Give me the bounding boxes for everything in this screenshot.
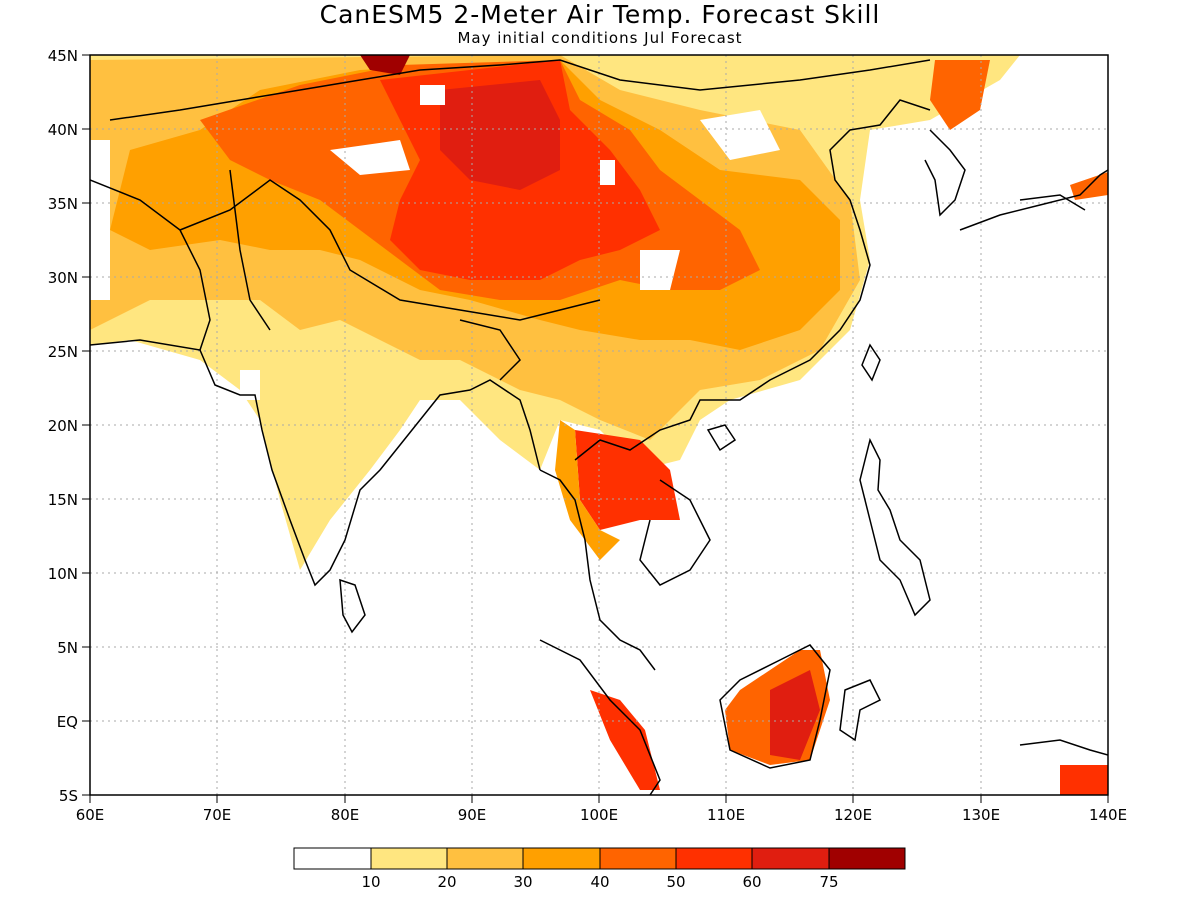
tick-marks (82, 54, 1109, 803)
lon-tick-label: 140E (1089, 806, 1127, 824)
colorbar: 10 20 30 40 50 60 75 (293, 847, 906, 891)
colorbar-swatch (446, 847, 524, 870)
shade-indochina (575, 430, 680, 530)
chart-title: CanESM5 2-Meter Air Temp. Forecast Skill (319, 0, 881, 29)
shade-60-75 (440, 80, 560, 190)
lat-tick-label: EQ (57, 713, 78, 731)
colorbar-label: 30 (513, 873, 532, 891)
colorbar-swatch (599, 847, 677, 870)
shade-korea (930, 60, 990, 130)
colorbar-label: 20 (437, 873, 456, 891)
chart-subtitle: May initial conditions Jul Forecast (457, 29, 743, 47)
colorbar-label: 40 (590, 873, 609, 891)
lon-tick-label: 100E (580, 806, 618, 824)
lon-tick-labels: 60E 70E 80E 90E 100E 110E 120E 130E 140E (76, 806, 1127, 824)
lat-tick-label: 35N (48, 195, 78, 213)
lat-tick-label: 30N (48, 269, 78, 287)
colorbar-label: 60 (742, 873, 761, 891)
lon-tick-label: 60E (76, 806, 105, 824)
lon-tick-label: 120E (834, 806, 872, 824)
shade-75-plus (360, 55, 410, 75)
coastlines (90, 59, 1108, 795)
lat-tick-label: 40N (48, 121, 78, 139)
lon-tick-label: 130E (962, 806, 1000, 824)
lat-tick-label: 5S (59, 787, 78, 805)
colorbar-swatch (370, 847, 448, 870)
lat-tick-label: 10N (48, 565, 78, 583)
lat-tick-label: 15N (48, 491, 78, 509)
colorbar-swatch (828, 847, 906, 870)
shade-sumatra (590, 690, 660, 790)
lon-tick-label: 70E (203, 806, 232, 824)
lon-tick-label: 90E (458, 806, 487, 824)
lat-tick-label: 5N (57, 639, 78, 657)
shade-newguinea (1060, 765, 1108, 795)
colorbar-swatch (522, 847, 601, 870)
lat-tick-label: 25N (48, 343, 78, 361)
shade-low-holes (90, 85, 780, 400)
gridlines (90, 55, 1108, 795)
colorbar-label: 10 (361, 873, 380, 891)
lat-tick-labels: 45N 40N 35N 30N 25N 20N 15N 10N 5N EQ 5S (48, 47, 78, 805)
lat-tick-label: 20N (48, 417, 78, 435)
shade-indochina-ring (555, 420, 620, 560)
colorbar-swatch (675, 847, 753, 870)
colorbar-swatch (293, 847, 372, 870)
lat-tick-label: 45N (48, 47, 78, 65)
lon-tick-label: 110E (707, 806, 745, 824)
colorbar-label: 50 (666, 873, 685, 891)
lon-tick-label: 80E (331, 806, 360, 824)
skill-shading (90, 55, 1108, 795)
colorbar-swatch (751, 847, 830, 870)
shade-borneo-core (770, 670, 820, 760)
colorbar-label: 75 (819, 873, 838, 891)
